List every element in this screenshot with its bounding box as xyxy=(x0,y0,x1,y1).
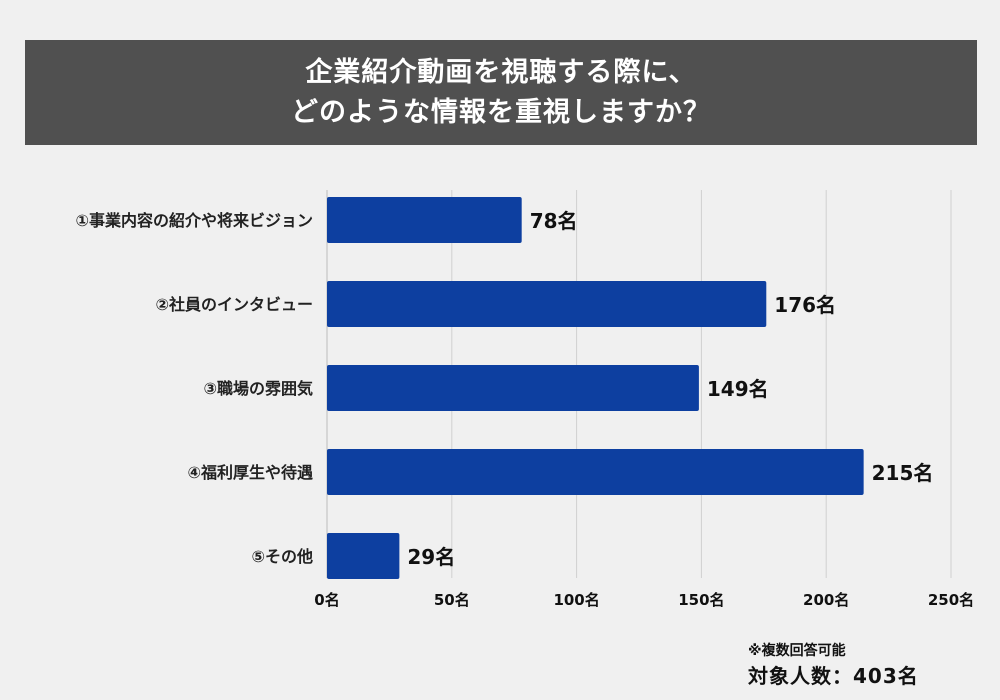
category-label-3: ③職場の雰囲気 xyxy=(203,379,313,398)
x-tick-label-0: 0名 xyxy=(314,591,339,609)
bar-5 xyxy=(327,533,400,579)
value-label-4: 215名 xyxy=(872,461,934,485)
chart-title-line-2: どのような情報を重視しますか？ xyxy=(291,96,711,128)
x-tick-label-50: 50名 xyxy=(434,591,470,609)
bar-3 xyxy=(327,365,699,411)
x-tick-label-150: 150名 xyxy=(678,591,724,609)
x-tick-label-250: 250名 xyxy=(928,591,974,609)
category-label-5: ⑤その他 xyxy=(251,547,313,566)
respondent-count: 対象人数：403名 xyxy=(748,664,919,688)
category-label-2: ②社員のインタビュー xyxy=(155,295,313,314)
value-label-1: 78名 xyxy=(530,209,578,233)
value-label-2: 176名 xyxy=(774,293,836,317)
x-tick-label-200: 200名 xyxy=(803,591,849,609)
bar-1 xyxy=(327,197,522,243)
chart-title-line-1: 企業紹介動画を視聴する際に、 xyxy=(305,56,697,88)
bar-2 xyxy=(327,281,767,327)
x-tick-label-100: 100名 xyxy=(553,591,599,609)
category-label-4: ④福利厚生や待遇 xyxy=(187,463,313,482)
footnote-multiple-answers: ※複数回答可能 xyxy=(748,643,846,659)
chart-title: 企業紹介動画を視聴する際に、 どのような情報を重視しますか？ xyxy=(25,40,977,145)
category-label-1: ①事業内容の紹介や将来ビジョン xyxy=(75,211,313,230)
bar-4 xyxy=(327,449,864,495)
value-label-5: 29名 xyxy=(407,545,455,569)
value-label-3: 149名 xyxy=(707,377,769,401)
